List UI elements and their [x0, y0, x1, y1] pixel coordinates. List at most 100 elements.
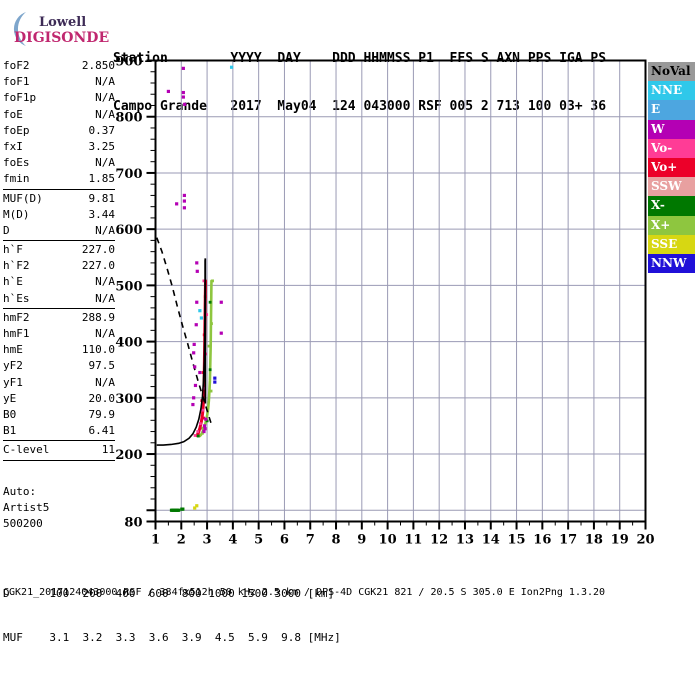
- param-key: yF2: [3, 359, 23, 373]
- series-scattered-echoes-w-magenta-echo: [183, 102, 187, 106]
- series-scattered-echoes-w-magenta-echo: [219, 331, 223, 335]
- param-row: foEp 0.37: [3, 123, 115, 139]
- param-value: 3.44: [88, 207, 116, 221]
- plot-axes: [146, 59, 647, 530]
- legend-item-vo-[interactable]: Vo-: [648, 138, 695, 158]
- xtick-label: 13: [456, 533, 474, 548]
- ytick-label: 400: [115, 336, 142, 351]
- legend-item-nne[interactable]: NNE: [648, 81, 695, 101]
- series-scattered-echoes-w-magenta-echo: [192, 396, 196, 400]
- logo-line2: DIGISONDE: [14, 30, 109, 46]
- param-key: h`F: [3, 243, 23, 257]
- param-row: foE N/A: [3, 107, 115, 123]
- param-value: 110.0: [81, 343, 115, 357]
- xtick-label: 7: [306, 533, 315, 548]
- xtick-label: 3: [203, 533, 212, 548]
- legend-item-vo-[interactable]: Vo+: [648, 157, 695, 178]
- series-x-trace-echo: [210, 322, 213, 326]
- series-muf-dashed-curve-line: [156, 237, 214, 428]
- legend-item-e[interactable]: E: [648, 100, 695, 120]
- param-row: fxI 3.25: [3, 139, 115, 155]
- param-divider: [3, 240, 115, 242]
- ytick-label: 800: [115, 111, 142, 126]
- series-nnw-marker-blue-echo: [213, 376, 217, 380]
- param-key: hmF1: [3, 327, 30, 340]
- series-scattered-echoes-w-magenta-echo: [192, 342, 196, 347]
- param-row: yE 20.0: [3, 391, 115, 407]
- legend-item-ssw[interactable]: SSW: [648, 177, 695, 197]
- param-value: 3.25: [88, 139, 116, 153]
- series-e-region-echoes-echo: [177, 508, 181, 512]
- series-scattered-echoes-w-magenta-echo: [203, 427, 207, 431]
- xtick-label: 19: [611, 533, 629, 548]
- param-key: foF2: [3, 59, 30, 72]
- series-e-region-echoes: [169, 507, 185, 512]
- param-row: hmF2 288.9: [3, 310, 115, 326]
- series-x-trace-echo: [205, 419, 209, 423]
- param-value: N/A: [95, 375, 115, 389]
- series-scattered-echoes-w-magenta-echo: [182, 199, 186, 203]
- xtick-label: 12: [430, 533, 448, 548]
- xtick-label: 20: [636, 533, 654, 548]
- param-key: foEs: [3, 156, 30, 170]
- series-e-region-echoes-yellow-pink: [193, 504, 199, 510]
- param-row: M(D) 3.44: [3, 207, 115, 223]
- legend-item-x-[interactable]: X+: [648, 215, 695, 235]
- param-value: N/A: [95, 107, 115, 121]
- param-row: foF1 N/A: [3, 74, 115, 90]
- series-scattered-echoes-w-magenta-echo: [193, 365, 197, 369]
- param-value: N/A: [95, 327, 115, 340]
- param-value: 288.9: [81, 310, 115, 324]
- param-row: D N/A: [3, 223, 115, 239]
- param-key: fxI: [3, 139, 23, 153]
- xtick-label: 18: [585, 533, 603, 548]
- param-row: fmin 1.85: [3, 171, 115, 187]
- param-row: h`F2 227.0: [3, 258, 115, 274]
- series-x-trace-echo: [196, 434, 200, 438]
- xtick-label: 5: [254, 533, 263, 548]
- param-divider: [3, 440, 115, 442]
- xtick-label: 11: [404, 533, 422, 548]
- series-scattered-echoes-nne-cyan: [198, 65, 234, 320]
- param-value: 227.0: [81, 243, 115, 257]
- param-value: N/A: [95, 156, 115, 170]
- series-scattered-echoes-w-magenta-echo: [219, 300, 223, 304]
- param-row: h`F 227.0: [3, 242, 115, 258]
- legend-item-x-[interactable]: X-: [648, 196, 695, 216]
- legend-item-noval[interactable]: NoVal: [648, 62, 695, 82]
- param-key: hmE: [3, 343, 23, 357]
- param-key: foF1p: [3, 91, 37, 105]
- xtick-label: 4: [228, 533, 237, 548]
- auto-program: Artist5: [3, 501, 50, 514]
- series-o-trace-vo-vo-echo: [205, 313, 209, 317]
- series-x-trace-echo: [206, 407, 209, 411]
- param-row: foF1p N/A: [3, 90, 115, 106]
- ytick-label: 700: [115, 167, 142, 182]
- param-key: yF1: [3, 375, 23, 389]
- series-scattered-echoes-w-magenta-echo: [202, 424, 207, 428]
- series-scattered-echoes-nne-cyan-echo: [198, 309, 202, 313]
- param-value: 227.0: [81, 259, 115, 273]
- param-value: 11: [101, 443, 115, 457]
- param-row: yF2 97.5: [3, 358, 115, 374]
- param-divider: [3, 188, 115, 190]
- xtick-label: 10: [379, 533, 397, 548]
- series-x-trace-echo: [208, 300, 212, 304]
- xtick-label: 1: [151, 533, 160, 548]
- series-o-trace-vo-vo-echo: [201, 408, 205, 412]
- series-x-trace-echo: [201, 426, 205, 430]
- param-row: yF1 N/A: [3, 375, 115, 391]
- param-row: hmE 110.0: [3, 342, 115, 358]
- legend-item-sse[interactable]: SSE: [648, 234, 695, 254]
- legend-item-nnw[interactable]: NNW: [648, 253, 695, 274]
- ytick-label: 80: [124, 516, 142, 531]
- ytick-label: 200: [115, 448, 142, 463]
- legend-item-w[interactable]: W: [648, 119, 695, 139]
- xtick-label: 9: [357, 533, 366, 548]
- param-row: h`E N/A: [3, 274, 115, 290]
- series-scattered-echoes-w-magenta-echo: [192, 351, 196, 355]
- xtick-label: 2: [177, 533, 186, 548]
- header-values-row: Campo Grande 2017 May04 124 043000 RSF 0…: [113, 99, 607, 114]
- param-value: 0.37: [88, 123, 116, 137]
- station-header: Station YYYY DAY DDD HHMMSS P1 FFS S AXN…: [113, 19, 606, 147]
